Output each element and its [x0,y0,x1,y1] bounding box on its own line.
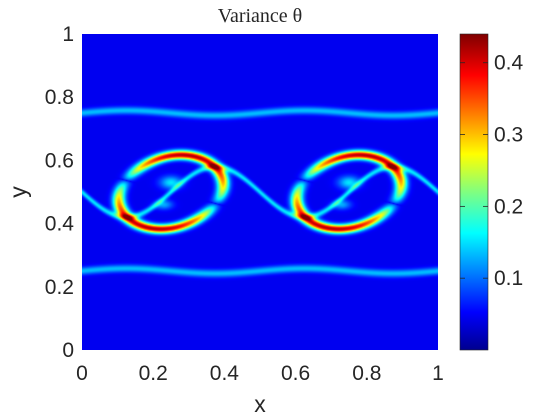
y-tick-label: 0.4 [45,213,75,236]
x-tick-label: 0.8 [352,362,381,385]
y-axis-ticks: 0 0.2 0.4 0.6 0.8 1 [45,23,75,362]
y-tick-label: 0.2 [45,276,74,299]
colorbar-tick-label: 0.3 [494,124,523,147]
x-tick-label: 1 [432,362,444,385]
y-axis-label: y [5,186,31,198]
y-tick-label: 0.8 [45,86,74,109]
y-tick-label: 1 [62,23,74,46]
colorbar-ticks: 0.1 0.2 0.3 0.4 [460,52,524,290]
colorbar-tick-label: 0.2 [494,195,523,218]
colorbar [459,33,489,351]
x-tick-label: 0 [76,362,88,385]
heatmap-plot [82,34,438,350]
colorbar-tick-label: 0.1 [494,267,523,290]
x-axis-ticks: 0 0.2 0.4 0.6 0.8 1 [76,362,444,385]
y-tick-label: 0.6 [45,149,74,172]
y-tick-label: 0 [62,339,74,362]
x-tick-label: 0.6 [281,362,310,385]
chart-title: Variance θ [218,5,303,27]
x-tick-label: 0.4 [210,362,240,385]
x-tick-label: 0.2 [139,362,168,385]
colorbar-tick-label: 0.4 [494,52,524,75]
x-axis-label: x [254,391,266,417]
heatmap-field [82,34,438,350]
